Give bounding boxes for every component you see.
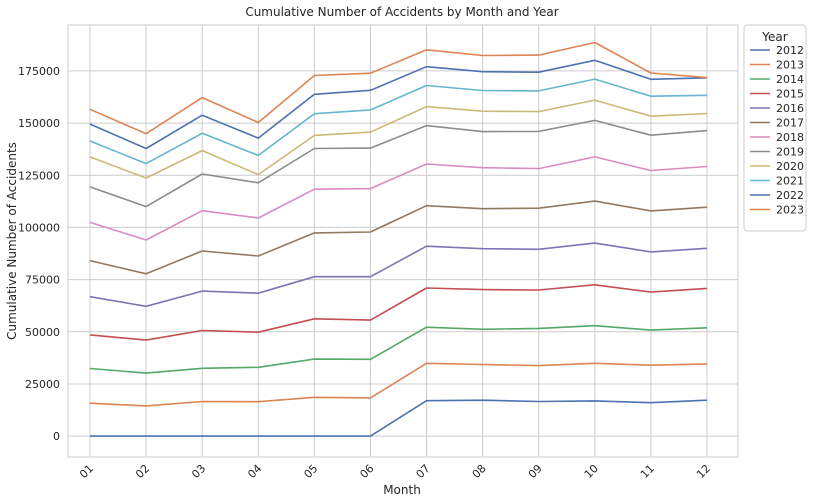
series-line-2022	[89, 59, 708, 150]
chart-title: Cumulative Number of Accidents by Month …	[245, 5, 558, 19]
x-tick-label: 05	[301, 462, 320, 481]
legend-label-2017: 2017	[776, 117, 804, 130]
series-line-2019	[89, 119, 708, 208]
y-tick-label: 125000	[18, 169, 60, 182]
series-line-2020	[89, 99, 708, 179]
series-line-2018	[89, 156, 708, 241]
series-line-2023	[89, 41, 708, 135]
legend-label-2023: 2023	[776, 204, 804, 217]
x-axis-label: Month	[383, 483, 421, 497]
x-tick-labels: 01 02 03 04 05 06 07 08 09 10 11 12	[77, 462, 713, 481]
legend-label-2016: 2016	[776, 102, 804, 115]
series-line-2015	[89, 283, 708, 341]
legend-label-2015: 2015	[776, 88, 804, 101]
series-lines	[89, 41, 708, 437]
x-tick-label: 12	[694, 462, 713, 481]
y-tick-label: 25000	[25, 378, 60, 391]
y-tick-label: 175000	[18, 65, 60, 78]
legend-label-2022: 2022	[776, 189, 804, 202]
y-tick-label: 150000	[18, 117, 60, 130]
series-line-2013	[89, 362, 708, 407]
grid	[68, 25, 738, 457]
plot-frame	[67, 24, 739, 458]
series-line-2012	[90, 399, 708, 437]
y-tick-label: 0	[53, 430, 60, 443]
x-tick-label: 01	[77, 462, 96, 481]
legend-label-2018: 2018	[776, 131, 804, 144]
y-tick-label: 75000	[25, 274, 60, 287]
legend-label-2020: 2020	[776, 160, 804, 173]
legend-box	[743, 24, 807, 232]
y-tick-label: 50000	[25, 326, 60, 339]
series-line-2014	[89, 324, 708, 374]
y-tick-labels: 0 25000 50000 75000 100000 125000 150000 175000	[18, 65, 60, 443]
series-line-2016	[89, 242, 708, 308]
x-tick-label: 03	[189, 462, 208, 481]
x-tick-label: 11	[638, 462, 657, 481]
legend-label-2019: 2019	[776, 146, 804, 159]
x-tick-label: 08	[470, 462, 489, 481]
series-line-2017	[89, 200, 708, 275]
legend-label-2013: 2013	[776, 59, 804, 72]
x-tick-label: 07	[414, 462, 433, 481]
y-axis-label: Cumulative Number of Accidents	[5, 142, 19, 340]
x-tick-label: 02	[133, 462, 152, 481]
x-tick-label: 09	[526, 462, 545, 481]
y-tick-label: 100000	[18, 221, 60, 234]
x-tick-label: 10	[582, 462, 601, 481]
x-tick-label: 06	[357, 462, 376, 481]
series-line-2021	[89, 78, 708, 165]
legend-label-2014: 2014	[776, 73, 804, 86]
x-tick-label: 04	[245, 462, 264, 481]
legend-title: Year	[761, 30, 787, 44]
legend: Year 20122013201420152016201720182019202…	[743, 24, 807, 232]
legend-label-2012: 2012	[776, 44, 804, 57]
legend-label-2021: 2021	[776, 175, 804, 188]
